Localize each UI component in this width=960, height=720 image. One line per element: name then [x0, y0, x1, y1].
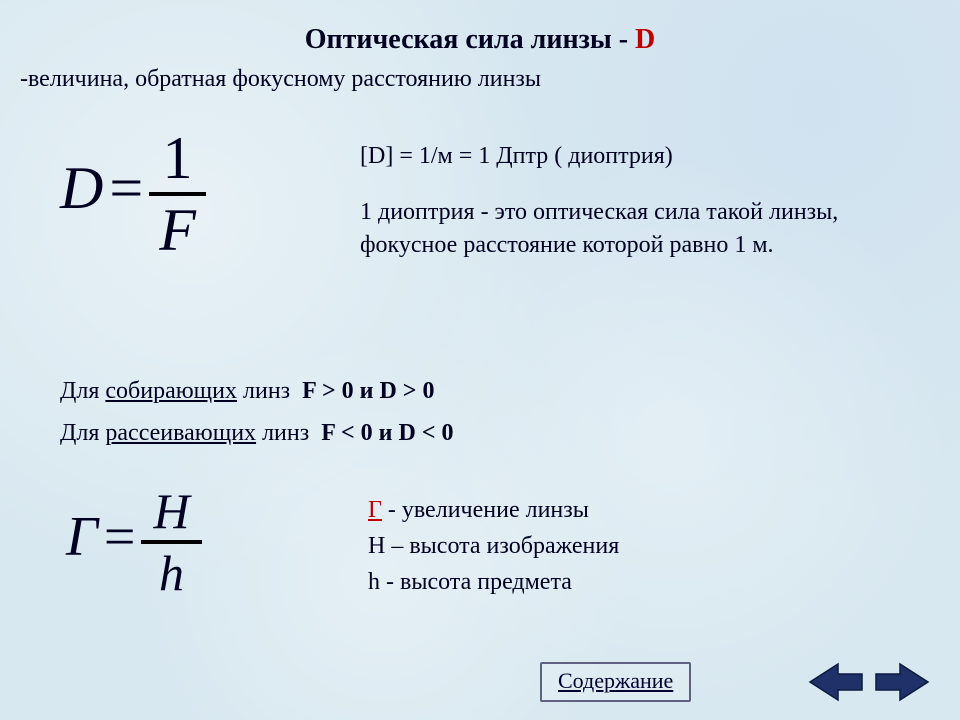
unit-line: [D] = 1/м = 1 Дптр ( диоптрия) [360, 140, 900, 172]
legend-g-text: - увеличение линзы [382, 497, 589, 523]
rule-underlined: собирающих [105, 378, 237, 404]
magnification-legend: Г - увеличение линзы H – высота изображе… [368, 492, 619, 600]
numerator: H [141, 486, 201, 544]
rule-condition: F > 0 и D > 0 [302, 378, 434, 404]
rule-prefix: Для [60, 378, 105, 404]
rule-suffix: линз [256, 420, 309, 446]
fraction: 1 F [149, 128, 206, 260]
formula-lhs: D [60, 155, 103, 221]
title-symbol: D [635, 24, 655, 55]
legend-h-lower: h - высота предмета [368, 564, 619, 600]
title-text: Оптическая сила линзы - [305, 24, 635, 55]
numerator: 1 [149, 128, 206, 196]
equals-sign: = [103, 155, 149, 221]
rule-suffix: линз [237, 378, 290, 404]
denominator: h [141, 544, 201, 598]
page-title: Оптическая сила линзы - D [0, 24, 960, 56]
definition-text: 1 диоптрия - это оптическая сила такой л… [360, 196, 900, 261]
legend-g-symbol: Г [368, 497, 382, 523]
arrow-left-icon [808, 660, 864, 704]
prev-button[interactable] [808, 660, 864, 704]
contents-label: Содержание [558, 668, 673, 693]
contents-button[interactable]: Содержание [540, 662, 691, 702]
formula-optical-power: D= 1 F [60, 128, 206, 260]
rule-underlined: рассеивающих [105, 420, 256, 446]
rule-condition: F < 0 и D < 0 [321, 420, 453, 446]
fraction: H h [141, 486, 201, 598]
formula-magnification: Г= H h [66, 486, 202, 598]
rule-diverging: Для рассеивающих линз F < 0 и D < 0 [60, 420, 454, 447]
formula-lhs: Г [66, 506, 98, 568]
legend-g-line: Г - увеличение линзы [368, 492, 619, 528]
denominator: F [149, 196, 206, 260]
definition-block: [D] = 1/м = 1 Дптр ( диоптрия) 1 диоптри… [360, 140, 900, 261]
rule-converging: Для собирающих линз F > 0 и D > 0 [60, 378, 434, 405]
subtitle: -величина, обратная фокусному расстоянию… [20, 66, 541, 93]
equals-sign: = [98, 506, 142, 568]
legend-h-upper: H – высота изображения [368, 528, 619, 564]
arrow-right-icon [874, 660, 930, 704]
rule-prefix: Для [60, 420, 105, 446]
next-button[interactable] [874, 660, 930, 704]
